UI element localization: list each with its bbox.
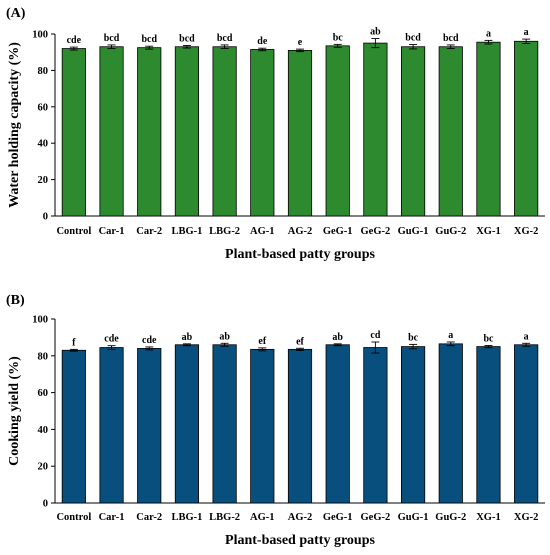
significance-label: bc <box>408 332 419 343</box>
significance-label: a <box>448 330 453 341</box>
y-tick-label: 60 <box>38 388 49 399</box>
bar-geg-1 <box>325 45 350 217</box>
x-tick-label: GeG-1 <box>323 512 353 523</box>
significance-label: ab <box>332 332 343 343</box>
x-tick-label: GuG-2 <box>435 226 466 237</box>
x-tick-label: GeG-2 <box>361 226 391 237</box>
y-tick-label: 40 <box>38 425 49 436</box>
bar-ag-2 <box>287 348 313 504</box>
bar-xg-1 <box>476 41 501 217</box>
significance-label: bcd <box>217 33 233 44</box>
y-tick-label: 0 <box>43 499 48 510</box>
x-tick-label: Car-1 <box>99 226 125 237</box>
significance-label: cde <box>67 35 82 46</box>
significance-label: bc <box>483 333 494 344</box>
x-tick-label: LBG-1 <box>171 512 202 523</box>
bar-xg-2 <box>514 40 539 217</box>
significance-label: bc <box>333 32 344 43</box>
significance-label: ab <box>182 332 193 343</box>
bar-gug-1 <box>400 46 426 217</box>
y-tick-label: 80 <box>38 351 49 362</box>
significance-label: de <box>257 36 268 47</box>
bar-gug-1 <box>400 346 426 504</box>
bar-lbg-2 <box>212 46 237 217</box>
significance-label: ab <box>219 331 230 342</box>
x-tick-label: GuG-1 <box>398 226 429 237</box>
significance-label: cd <box>370 330 380 341</box>
y-tick-label: 100 <box>32 30 48 41</box>
significance-label: bcd <box>104 33 120 44</box>
x-tick-label: Car-2 <box>136 512 162 523</box>
x-tick-label: GuG-2 <box>435 512 466 523</box>
y-tick-label: 80 <box>38 66 49 77</box>
y-tick-label: 60 <box>38 102 49 113</box>
significance-label: a <box>524 27 529 38</box>
significance-label: bcd <box>443 33 459 44</box>
bar-geg-2 <box>363 347 388 504</box>
bar-xg-1 <box>476 346 501 504</box>
bar-gug-2 <box>438 46 463 217</box>
bar-lbg-2 <box>212 344 237 504</box>
panel-label: (B) <box>6 293 25 308</box>
x-tick-label: AG-2 <box>288 512 313 523</box>
x-tick-label: XG-2 <box>514 226 539 237</box>
x-tick-label: XG-2 <box>514 512 539 523</box>
x-tick-label: GeG-1 <box>323 226 353 237</box>
bar-geg-2 <box>363 42 388 217</box>
y-axis-title: Cooking yield (%) <box>7 356 22 466</box>
significance-label: ef <box>258 336 266 347</box>
x-tick-label: LBG-1 <box>171 226 202 237</box>
y-axis-title: Water holding capacity (%) <box>7 42 22 208</box>
x-tick-label: XG-1 <box>476 512 501 523</box>
significance-label: f <box>72 337 76 348</box>
x-tick-label: GeG-2 <box>361 512 391 523</box>
x-tick-label: Car-2 <box>136 226 162 237</box>
significance-label: cde <box>142 335 157 346</box>
significance-label: bcd <box>141 34 157 45</box>
x-tick-label: XG-1 <box>476 226 501 237</box>
bar-car-2 <box>137 47 162 217</box>
bar-ag-2 <box>287 49 313 217</box>
significance-label: bcd <box>405 33 421 44</box>
x-tick-label: LBG-2 <box>209 226 240 237</box>
significance-label: bcd <box>179 33 195 44</box>
x-tick-label: Car-1 <box>99 512 125 523</box>
bar-car-1 <box>99 46 124 217</box>
bar-lbg-1 <box>174 344 200 504</box>
chart-panel-a: (A) 0 20 40 60 80 100 cde Control bcd Car-1 bcd Car-… <box>6 6 545 262</box>
y-tick-label: 0 <box>43 212 48 223</box>
bar-lbg-1 <box>174 46 200 217</box>
significance-label: a <box>524 331 529 342</box>
bar-car-2 <box>137 348 162 504</box>
x-tick-label: Control <box>56 226 91 237</box>
x-tick-label: AG-2 <box>288 226 313 237</box>
x-tick-label: AG-1 <box>250 226 275 237</box>
x-axis-title: Plant-based patty groups <box>225 247 375 262</box>
bar-control <box>61 349 86 504</box>
bar-ag-1 <box>250 49 275 217</box>
y-tick-label: 100 <box>32 315 48 326</box>
bar-gug-2 <box>438 343 463 504</box>
significance-label: a <box>486 28 491 39</box>
significance-label: ab <box>370 27 381 38</box>
chart-panel-b: (B) 0 20 40 60 80 100 f Control cde Car-1 cde Car-2 a… <box>6 293 545 548</box>
significance-label: ef <box>296 336 304 347</box>
x-axis-title: Plant-based patty groups <box>225 533 375 548</box>
x-tick-label: AG-1 <box>250 512 275 523</box>
x-tick-label: LBG-2 <box>209 512 240 523</box>
bar-xg-2 <box>514 344 539 504</box>
y-tick-label: 20 <box>38 175 49 186</box>
bar-geg-1 <box>325 344 350 504</box>
significance-label: cde <box>104 334 119 345</box>
y-tick-label: 20 <box>38 462 49 473</box>
bar-car-1 <box>99 347 124 504</box>
x-tick-label: GuG-1 <box>398 512 429 523</box>
x-tick-label: Control <box>56 512 91 523</box>
panel-label: (A) <box>6 6 26 21</box>
bar-control <box>61 48 86 217</box>
bar-ag-1 <box>250 348 275 504</box>
significance-label: e <box>298 37 303 48</box>
y-tick-label: 40 <box>38 139 49 150</box>
